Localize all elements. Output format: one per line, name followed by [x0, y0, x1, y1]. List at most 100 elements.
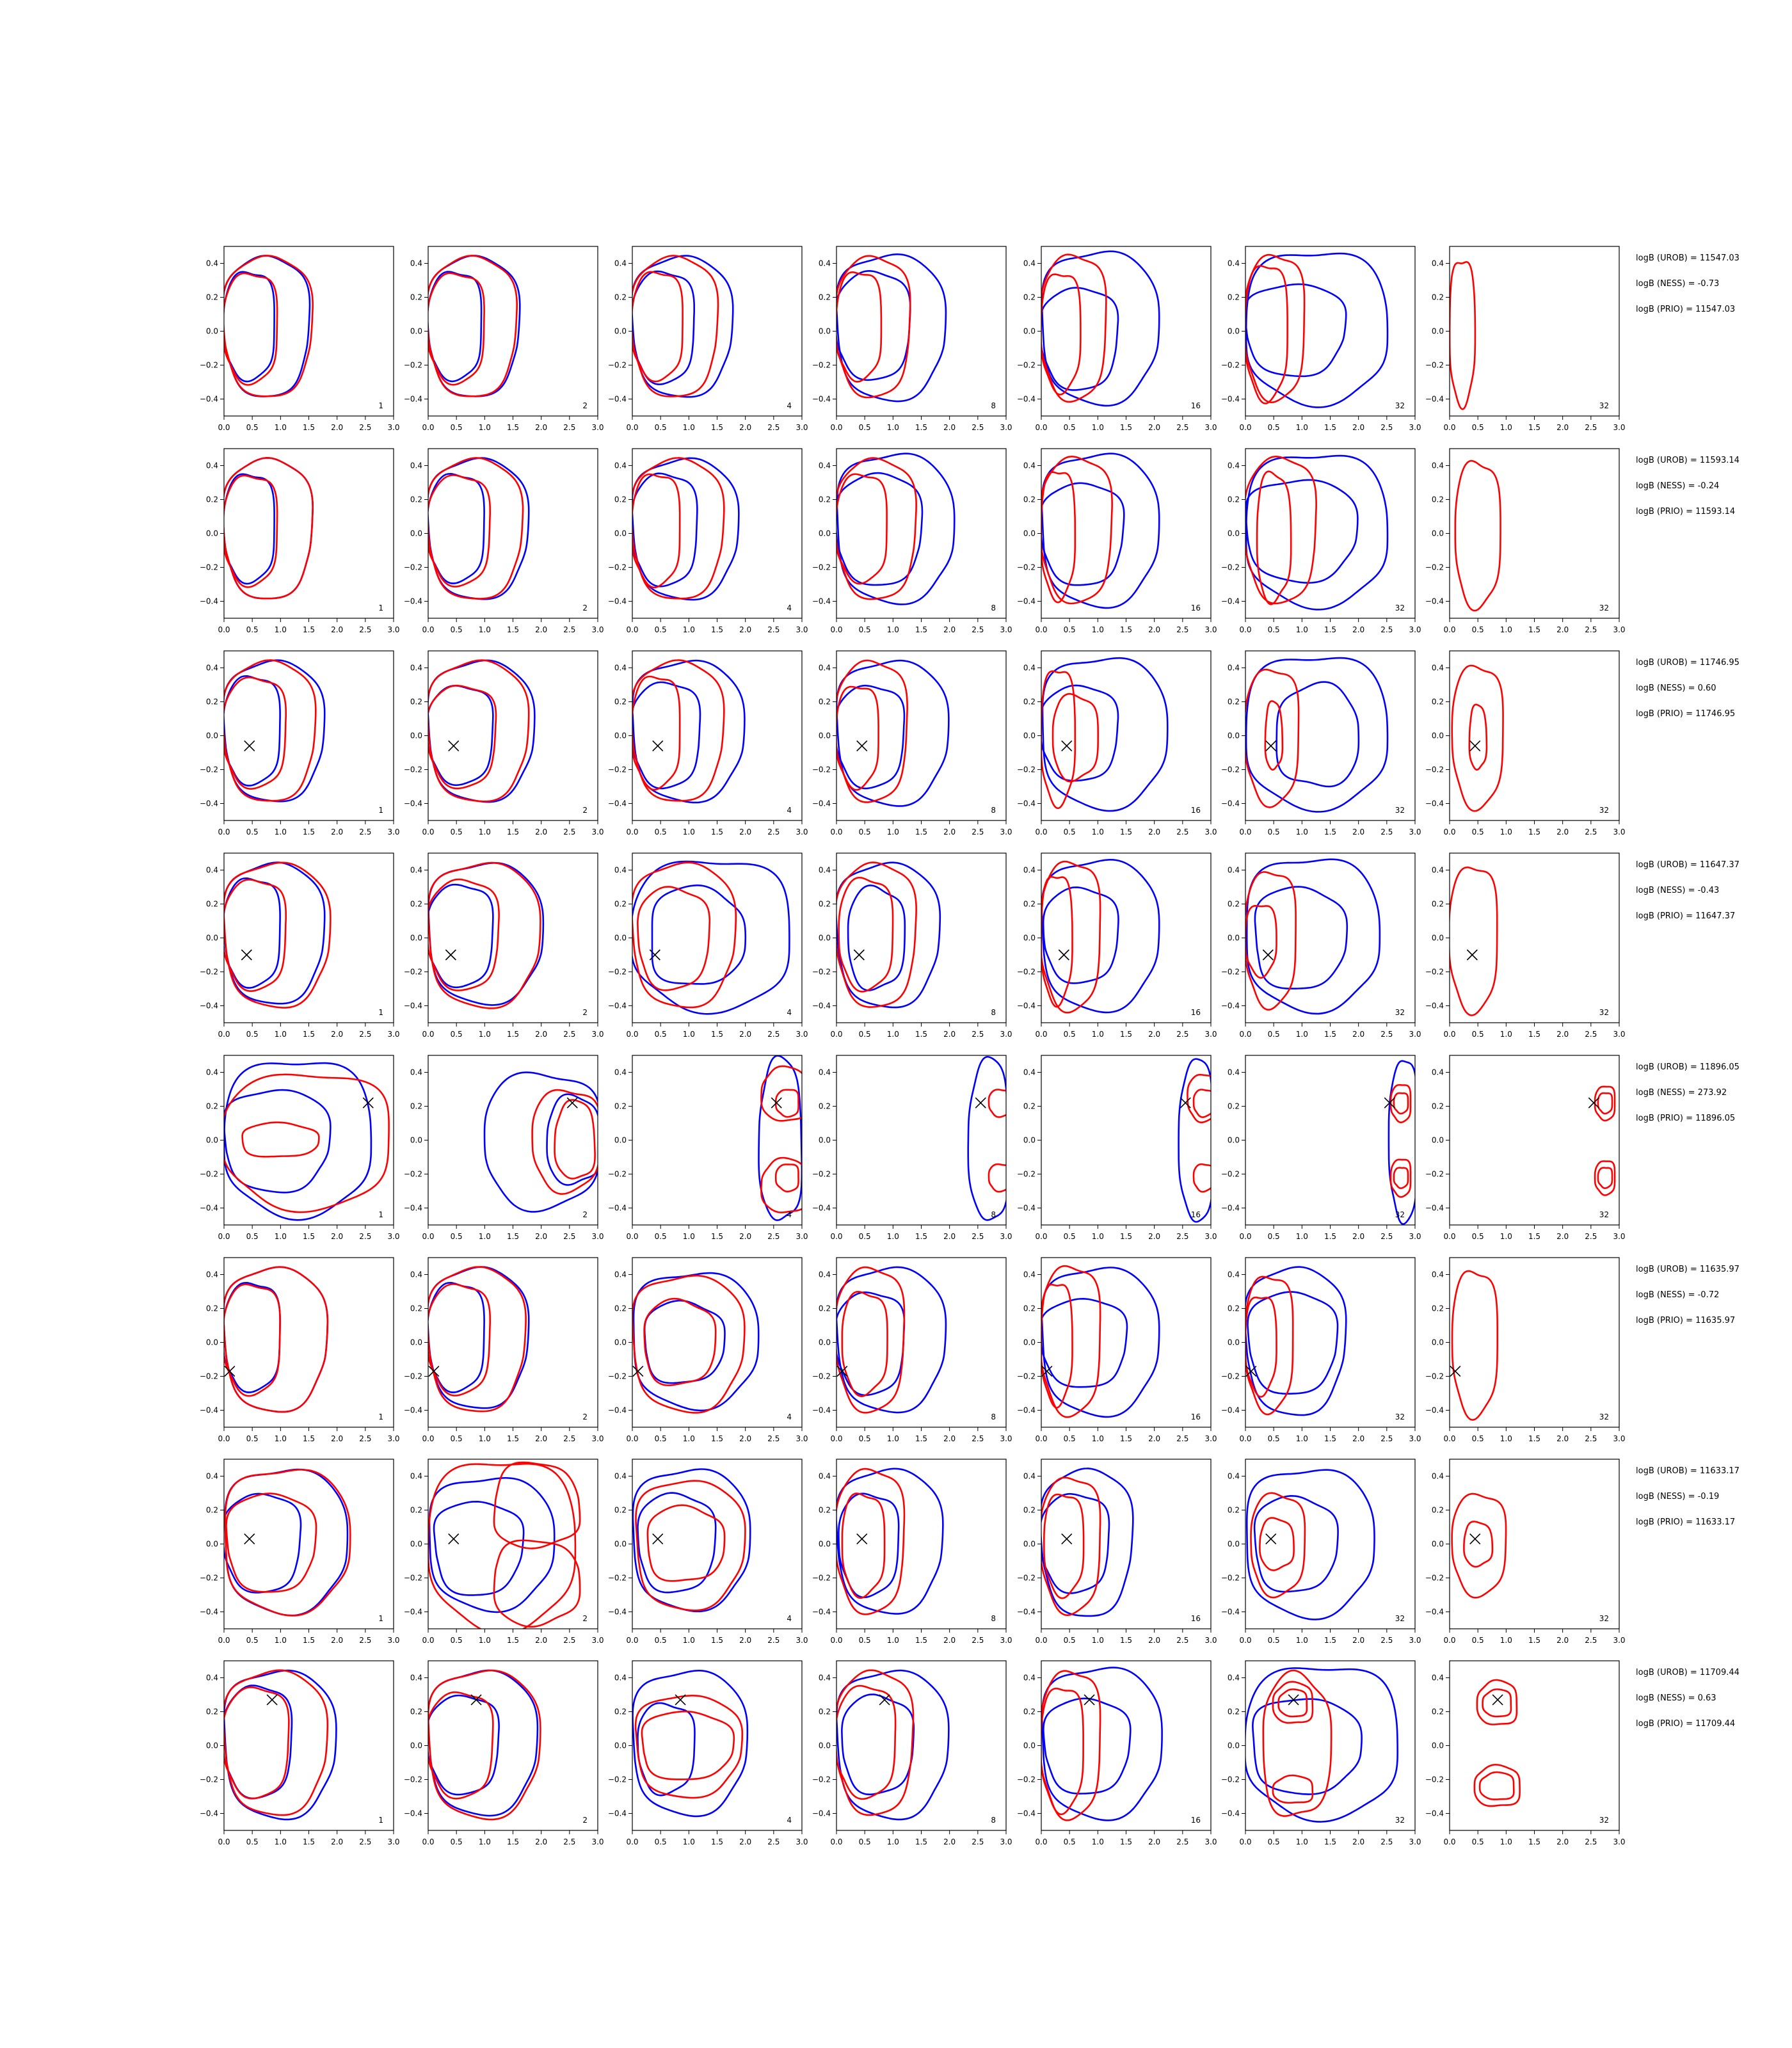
y-tick-label: 0.2: [206, 293, 218, 302]
blue-contour: [643, 1299, 726, 1384]
y-tick-label: 0.4: [1432, 664, 1444, 673]
blue-contour: [836, 270, 911, 381]
x-tick-label: 0.5: [655, 1030, 667, 1039]
y-tick-label: 0.4: [410, 1674, 422, 1683]
x-tick-label: 1.0: [1092, 1030, 1104, 1039]
x-tick-label: 1.0: [683, 1232, 695, 1241]
subplot-panel: 0.0 0.5 1.0 1.5 2.0 2.5 3.0 −0.4 −0.2 0.0 0.2 0.4 1: [200, 1660, 400, 1846]
red-contour: [1256, 470, 1292, 605]
red-contour: [1468, 703, 1488, 771]
y-tick-label: 0.4: [819, 664, 831, 673]
y-tick-label: −0.4: [812, 1406, 831, 1415]
x-tick-label: 1.0: [1092, 423, 1104, 432]
x-tick-label: 2.5: [563, 1030, 575, 1039]
panel-number-label: 8: [991, 1412, 996, 1421]
blue-contour: [1041, 1492, 1110, 1594]
y-tick-label: 0.0: [819, 1338, 831, 1347]
red-contour: [224, 1669, 329, 1816]
x-tick-label: 3.0: [591, 1434, 604, 1443]
panel-number-label: 32: [1395, 1008, 1405, 1017]
y-tick-label: 0.0: [1432, 934, 1444, 943]
panel-frame: [1245, 1055, 1416, 1226]
x-tick-label: 1.0: [683, 1434, 695, 1443]
contour-layer: [1245, 1266, 1347, 1416]
x-tick-label: 1.5: [1528, 423, 1540, 432]
y-tick-label: 0.2: [614, 1708, 627, 1716]
panel-number-label: 32: [1395, 604, 1405, 612]
y-tick-label: −0.4: [812, 1809, 831, 1818]
panel-number-label: 8: [991, 1210, 996, 1219]
y-tick-label: −0.2: [608, 1775, 627, 1784]
x-tick-label: 3.0: [1000, 625, 1012, 634]
red-contour: [428, 1669, 541, 1821]
x-tick-label: 2.5: [1176, 1232, 1188, 1241]
blue-contour: [1245, 252, 1389, 408]
x-marker-stroke-b: [1450, 1365, 1461, 1377]
x-tick-label: 0.5: [1064, 1636, 1076, 1645]
blue-contour: [1042, 886, 1119, 984]
y-tick-label: 0.2: [410, 1102, 422, 1111]
logb-stat-text: logB (PRIO) = 11647.37: [1636, 911, 1735, 921]
x-tick-label: 0.5: [859, 1837, 871, 1846]
x-tick-label: 3.0: [1000, 1837, 1012, 1846]
y-tick-label: 0.4: [1023, 1068, 1036, 1077]
x-tick-label: 2.0: [1556, 1837, 1569, 1846]
logb-stat-text: logB (UROB) = 11547.03: [1636, 253, 1740, 263]
x-tick-label: 1.5: [915, 1434, 927, 1443]
x-tick-label: 3.0: [387, 828, 399, 836]
y-tick-label: 0.2: [206, 1102, 218, 1111]
x-tick-label: 0.0: [830, 1837, 842, 1846]
x-tick-label: 0.5: [1268, 625, 1280, 634]
x-tick-label: 0.5: [655, 1232, 667, 1241]
panel-number-label: 32: [1395, 806, 1405, 815]
blue-contour: [632, 1669, 749, 1818]
y-tick-label: −0.2: [1221, 1372, 1240, 1381]
y-tick-label: 0.0: [206, 529, 218, 538]
subplot-panel: 0.0 0.5 1.0 1.5 2.0 2.5 3.0 −0.4 −0.2 0.0 0.2 0.4 16: [1017, 1660, 1217, 1846]
y-tick-label: 0.4: [614, 1068, 627, 1077]
y-tick-label: 0.2: [614, 1102, 627, 1111]
x-tick-label: 2.0: [943, 1837, 956, 1846]
subplot-panel: 0.0 0.5 1.0 1.5 2.0 2.5 3.0 −0.4 −0.2 0.0 0.2 0.4 2: [404, 1257, 604, 1443]
x-tick-label: 1.5: [507, 1837, 519, 1846]
x-tick-label: 2.0: [1352, 828, 1364, 836]
x-tick-label: 0.0: [626, 1030, 638, 1039]
panel-frame: [1245, 246, 1416, 417]
red-contour: [1272, 1681, 1314, 1724]
y-tick-label: 0.0: [1023, 1741, 1036, 1750]
y-tick-label: 0.2: [819, 1304, 831, 1313]
y-tick-label: −0.2: [608, 1170, 627, 1179]
x-tick-label: 2.5: [767, 828, 780, 836]
x-tick-label: 0.0: [1035, 1837, 1047, 1846]
blue-contour: [967, 1055, 1006, 1221]
red-contour: [224, 1283, 281, 1397]
x-tick-label: 0.0: [422, 1232, 434, 1241]
contour-layer: [428, 1461, 581, 1629]
contour-layer: [1245, 858, 1381, 1015]
x-tick-label: 0.5: [1472, 1030, 1484, 1039]
subplot-panel: 0.0 0.5 1.0 1.5 2.0 2.5 3.0 −0.4 −0.2 0.0 0.2 0.4 4: [608, 1459, 808, 1645]
y-tick-label: 0.4: [1432, 866, 1444, 875]
x-tick-label: 0.0: [626, 625, 638, 634]
x-marker-stroke-b: [652, 1533, 664, 1545]
blue-contour: [1041, 859, 1160, 1014]
y-tick-label: 0.0: [206, 1741, 218, 1750]
red-contour: [224, 861, 332, 1009]
red-contour: [635, 1480, 746, 1612]
figure-row: 0.0 0.5 1.0 1.5 2.0 2.5 3.0−0.4−0.20.00.20.410…: [200, 1257, 1740, 1443]
red-contour: [632, 861, 737, 1009]
y-tick-label: −0.2: [1425, 1372, 1444, 1381]
x-tick-label: 0.0: [830, 423, 842, 432]
red-contour: [1264, 700, 1284, 771]
panel-frame: [1041, 852, 1212, 1023]
x-tick-label: 2.0: [943, 625, 956, 634]
x-marker-stroke-b: [1058, 949, 1069, 961]
contour-layer: [428, 1669, 541, 1821]
x-tick-label: 3.0: [1613, 1434, 1625, 1443]
y-tick-label: −0.2: [404, 765, 422, 774]
x-tick-label: 2.5: [563, 423, 575, 432]
panel-frame: [1449, 1459, 1620, 1629]
x-marker-stroke-b: [1469, 740, 1481, 751]
x-tick-label: 1.0: [1296, 423, 1308, 432]
x-tick-label: 0.5: [655, 1434, 667, 1443]
